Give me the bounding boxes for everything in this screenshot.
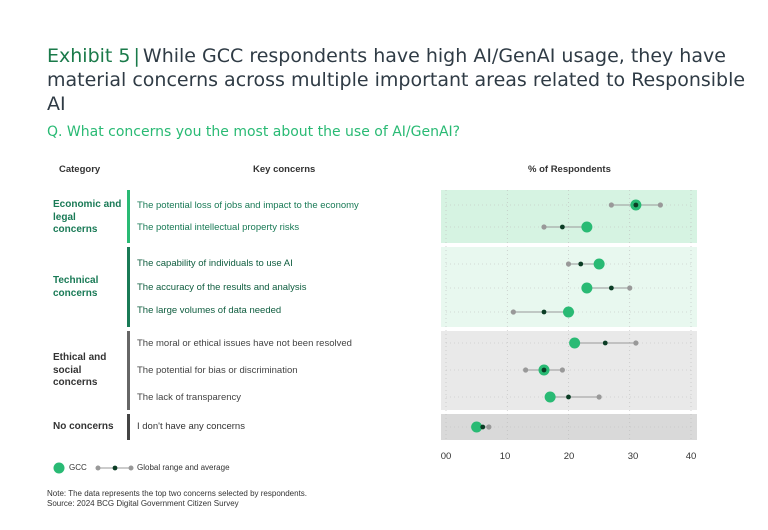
category-ethical-social: Ethical and social concerns xyxy=(53,352,107,388)
gcc-point xyxy=(581,282,593,294)
category-bar-ethical xyxy=(127,331,130,410)
band-economic xyxy=(441,190,697,243)
gcc-point xyxy=(581,221,593,233)
global-average-point xyxy=(541,309,547,315)
global-average-point xyxy=(578,261,584,267)
gcc-point xyxy=(569,337,581,349)
legend-gcc-label: GCC xyxy=(69,463,87,472)
legend-global-label: Global range and average xyxy=(137,463,230,472)
title-separator: | xyxy=(133,45,140,67)
x-tick-label: 30 xyxy=(627,451,639,462)
concern-label: The potential intellectual property risk… xyxy=(137,222,300,233)
global-max-point xyxy=(657,202,663,208)
survey-question: Q. What concerns you the most about the … xyxy=(47,124,461,140)
global-average-point xyxy=(633,202,639,208)
concern-label: The moral or ethical issues have not bee… xyxy=(137,338,352,349)
header-key-concerns: Key concerns xyxy=(253,164,316,175)
page-title: Exhibit 5 | While GCC respondents have hig… xyxy=(47,44,747,116)
global-min-point xyxy=(523,367,529,373)
global-max-point xyxy=(627,285,633,291)
concern-label: The lack of transparency xyxy=(137,392,242,403)
gcc-point xyxy=(593,258,605,270)
global-min-point xyxy=(541,224,547,230)
global-max-point xyxy=(559,367,565,373)
legend-average-marker xyxy=(112,465,118,471)
x-tick-label: 10 xyxy=(499,451,511,462)
category-technical: Technical concerns xyxy=(53,275,99,299)
category-bar-economic xyxy=(127,190,130,243)
title-text: While GCC respondents have high AI/GenAI… xyxy=(47,45,746,115)
category-bar-technical xyxy=(127,247,130,327)
global-average-point xyxy=(541,367,547,373)
concern-label: The potential for bias or discrimination xyxy=(137,365,298,376)
global-min-point xyxy=(565,261,572,267)
category-economic-legal: Economic and legal concerns xyxy=(53,199,122,235)
gcc-point xyxy=(563,306,574,318)
header-category: Category xyxy=(59,164,101,175)
global-max-point xyxy=(596,394,602,400)
category-no-concerns: No concerns xyxy=(53,421,114,432)
global-average-point xyxy=(480,424,486,430)
concern-label: I don't have any concerns xyxy=(137,421,245,432)
x-tick-label: 00 xyxy=(440,451,452,462)
global-average-point xyxy=(566,394,571,400)
legend-range-max xyxy=(128,465,134,471)
global-max-point xyxy=(486,424,492,430)
global-min-point xyxy=(608,202,614,208)
concern-label: The large volumes of data needed xyxy=(137,305,282,316)
gcc-point xyxy=(544,391,556,403)
exhibit-label: Exhibit 5 xyxy=(47,45,131,67)
x-tick-label: 20 xyxy=(563,451,575,462)
global-min-point xyxy=(510,309,516,315)
legend-range-min xyxy=(95,465,101,471)
legend-gcc-marker xyxy=(53,462,65,474)
header-percent: % of Respondents xyxy=(528,164,611,175)
footnote-note: Note: The data represents the top two co… xyxy=(47,489,308,498)
global-average-point xyxy=(608,285,614,291)
concern-label: The accuracy of the results and analysis xyxy=(137,282,307,293)
concern-label: The capability of individuals to use AI xyxy=(137,258,293,269)
global-average-point xyxy=(559,224,565,230)
footnote-source: Source: 2024 BCG Digital Government Citi… xyxy=(47,499,239,508)
global-average-point xyxy=(602,340,608,346)
category-bar-none xyxy=(127,414,130,440)
concern-label: The potential loss of jobs and impact to… xyxy=(137,200,359,211)
x-tick-label: 40 xyxy=(685,451,697,462)
global-max-point xyxy=(633,340,639,346)
gcc-point xyxy=(471,421,483,433)
